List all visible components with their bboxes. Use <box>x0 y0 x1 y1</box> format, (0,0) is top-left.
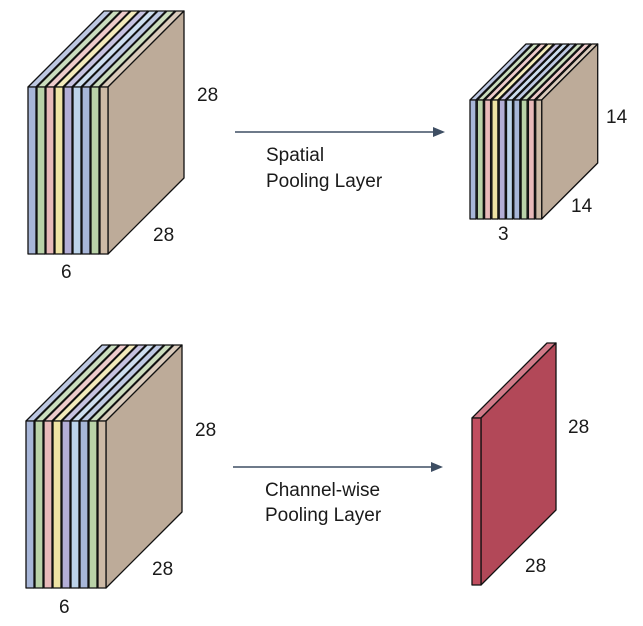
top-output-slice-3-front <box>483 99 492 220</box>
top-input-front-map-front <box>99 86 109 255</box>
bottom-input-volume <box>25 344 183 589</box>
top-input-slice-2-front <box>36 86 46 255</box>
top-input-slice-5-front <box>63 86 73 255</box>
top-output-slice-7-front <box>513 99 521 220</box>
top-arrow-caption-line1: Spatial <box>266 145 324 166</box>
top-input-slice-1-front <box>27 86 37 255</box>
top-output-width-label: 14 <box>571 196 593 217</box>
top-input-slice-6-front <box>72 86 82 255</box>
top-output-slice-9-front <box>527 99 536 220</box>
top-output-channels-label: 3 <box>498 224 509 245</box>
bottom-input-slice-5-front <box>61 420 71 589</box>
top-output-slice-1-front <box>469 99 477 220</box>
top-arrow-caption-line2: Pooling Layer <box>266 171 383 192</box>
bottom-output-width-label: 28 <box>525 556 546 577</box>
top-input-slice-3-front <box>45 86 55 255</box>
bottom-input-slice-8-front <box>88 420 98 589</box>
top-output-slice-8-front <box>520 99 528 220</box>
bottom-input-front-map-front <box>97 420 107 589</box>
bottom-input-slice-6-front <box>70 420 80 589</box>
top-input-volume <box>27 10 185 255</box>
bottom-input-height-label: 28 <box>195 420 216 441</box>
top-output-slice-4-front <box>491 99 499 220</box>
bottom-arrow-caption-line1: Channel-wise <box>265 480 380 501</box>
top-input-height-label: 28 <box>197 85 218 106</box>
top-output-volume <box>469 43 599 220</box>
top-output-slice-6-front <box>505 99 514 220</box>
bottom-input-width-label: 28 <box>152 559 173 580</box>
top-output-height-label: 14 <box>606 107 628 128</box>
bottom-input-slice-4-front <box>52 420 62 589</box>
bottom-input-slice-3-front <box>43 420 53 589</box>
top-input-slice-7-front <box>81 86 91 255</box>
top-input-slice-8-front <box>90 86 100 255</box>
top-input-slice-4-front <box>54 86 64 255</box>
top-output-front-map-front <box>535 99 543 220</box>
bottom-output-map-front <box>471 417 482 586</box>
bottom-arrow-caption-line2: Pooling Layer <box>265 505 382 526</box>
bottom-output-height-label: 28 <box>568 417 589 438</box>
bottom-input-slice-7-front <box>79 420 89 589</box>
bottom-input-channels-label: 6 <box>59 597 70 618</box>
bottom-input-slice-1-front <box>25 420 35 589</box>
bottom-input-slice-2-front <box>34 420 44 589</box>
top-input-channels-label: 6 <box>61 262 72 283</box>
top-output-slice-5-front <box>498 99 506 220</box>
bottom-output-plane <box>471 342 557 586</box>
top-input-width-label: 28 <box>153 225 174 246</box>
top-output-slice-2-front <box>476 99 484 220</box>
